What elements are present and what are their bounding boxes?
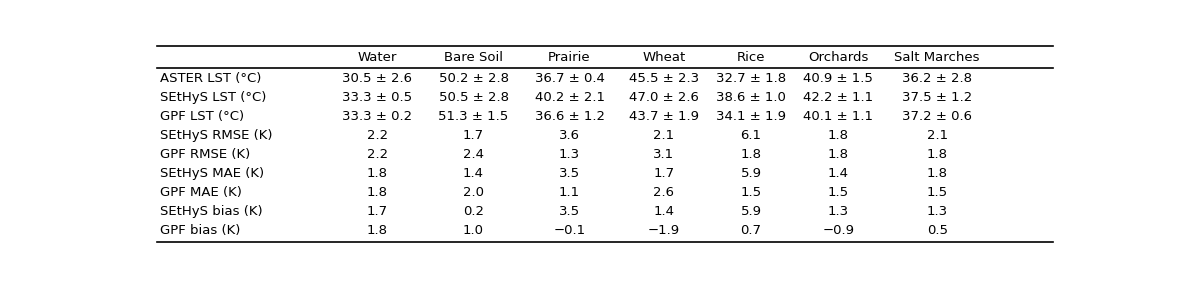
Text: GPF LST (°C): GPF LST (°C) [160,110,244,123]
Text: 1.3: 1.3 [559,148,581,161]
Text: Water: Water [358,51,398,64]
Text: 1.8: 1.8 [367,167,388,180]
Text: 3.1: 3.1 [654,148,674,161]
Text: 32.7 ± 1.8: 32.7 ± 1.8 [716,72,786,85]
Text: 34.1 ± 1.9: 34.1 ± 1.9 [716,110,786,123]
Text: 38.6 ± 1.0: 38.6 ± 1.0 [716,91,786,104]
Text: 36.7 ± 0.4: 36.7 ± 0.4 [535,72,604,85]
Text: Rice: Rice [736,51,766,64]
Text: 1.7: 1.7 [367,205,388,218]
Text: SEtHyS bias (K): SEtHyS bias (K) [160,205,263,218]
Text: 1.5: 1.5 [926,186,948,199]
Text: 5.9: 5.9 [741,205,761,218]
Text: 1.8: 1.8 [828,129,848,142]
Text: 40.9 ± 1.5: 40.9 ± 1.5 [804,72,873,85]
Text: 5.9: 5.9 [741,167,761,180]
Text: 2.4: 2.4 [463,148,484,161]
Text: 51.3 ± 1.5: 51.3 ± 1.5 [439,110,509,123]
Text: Wheat: Wheat [642,51,686,64]
Text: −0.9: −0.9 [822,224,854,237]
Text: 43.7 ± 1.9: 43.7 ± 1.9 [629,110,699,123]
Text: 33.3 ± 0.5: 33.3 ± 0.5 [342,91,413,104]
Text: SEtHyS MAE (K): SEtHyS MAE (K) [160,167,264,180]
Text: 2.2: 2.2 [367,148,388,161]
Text: 1.4: 1.4 [463,167,484,180]
Text: 6.1: 6.1 [741,129,761,142]
Text: 3.6: 3.6 [559,129,581,142]
Text: 2.1: 2.1 [654,129,674,142]
Text: Bare Soil: Bare Soil [444,51,503,64]
Text: GPF MAE (K): GPF MAE (K) [160,186,242,199]
Text: 47.0 ± 2.6: 47.0 ± 2.6 [629,91,699,104]
Text: Salt Marches: Salt Marches [894,51,979,64]
Text: 1.4: 1.4 [654,205,674,218]
Text: SEtHyS LST (°C): SEtHyS LST (°C) [160,91,267,104]
Text: 42.2 ± 1.1: 42.2 ± 1.1 [804,91,873,104]
Text: 1.8: 1.8 [828,148,848,161]
Text: 1.8: 1.8 [926,167,948,180]
Text: GPF bias (K): GPF bias (K) [160,224,241,237]
Text: 36.6 ± 1.2: 36.6 ± 1.2 [535,110,604,123]
Text: 45.5 ± 2.3: 45.5 ± 2.3 [629,72,699,85]
Text: 2.1: 2.1 [926,129,948,142]
Text: 1.5: 1.5 [828,186,848,199]
Text: ASTER LST (°C): ASTER LST (°C) [160,72,262,85]
Text: 0.5: 0.5 [926,224,948,237]
Text: 2.0: 2.0 [463,186,484,199]
Text: 37.5 ± 1.2: 37.5 ± 1.2 [902,91,972,104]
Text: 3.5: 3.5 [559,167,581,180]
Text: −0.1: −0.1 [553,224,585,237]
Text: 3.5: 3.5 [559,205,581,218]
Text: GPF RMSE (K): GPF RMSE (K) [160,148,250,161]
Text: 1.7: 1.7 [463,129,484,142]
Text: 1.8: 1.8 [367,224,388,237]
Text: 2.2: 2.2 [367,129,388,142]
Text: 0.7: 0.7 [741,224,761,237]
Text: 33.3 ± 0.2: 33.3 ± 0.2 [342,110,413,123]
Text: 1.8: 1.8 [741,148,761,161]
Text: 1.0: 1.0 [463,224,484,237]
Text: 36.2 ± 2.8: 36.2 ± 2.8 [903,72,972,85]
Text: 1.4: 1.4 [828,167,848,180]
Text: SEtHyS RMSE (K): SEtHyS RMSE (K) [160,129,273,142]
Text: 30.5 ± 2.6: 30.5 ± 2.6 [342,72,413,85]
Text: 1.1: 1.1 [559,186,581,199]
Text: 1.8: 1.8 [926,148,948,161]
Text: 1.3: 1.3 [828,205,848,218]
Text: 50.2 ± 2.8: 50.2 ± 2.8 [439,72,509,85]
Text: 37.2 ± 0.6: 37.2 ± 0.6 [903,110,972,123]
Text: 0.2: 0.2 [463,205,484,218]
Text: 40.1 ± 1.1: 40.1 ± 1.1 [804,110,873,123]
Text: 40.2 ± 2.1: 40.2 ± 2.1 [535,91,604,104]
Text: 1.7: 1.7 [654,167,674,180]
Text: Orchards: Orchards [808,51,868,64]
Text: 50.5 ± 2.8: 50.5 ± 2.8 [439,91,509,104]
Text: Prairie: Prairie [549,51,591,64]
Text: −1.9: −1.9 [648,224,680,237]
Text: 1.8: 1.8 [367,186,388,199]
Text: 2.6: 2.6 [654,186,674,199]
Text: 1.5: 1.5 [741,186,761,199]
Text: 1.3: 1.3 [926,205,948,218]
